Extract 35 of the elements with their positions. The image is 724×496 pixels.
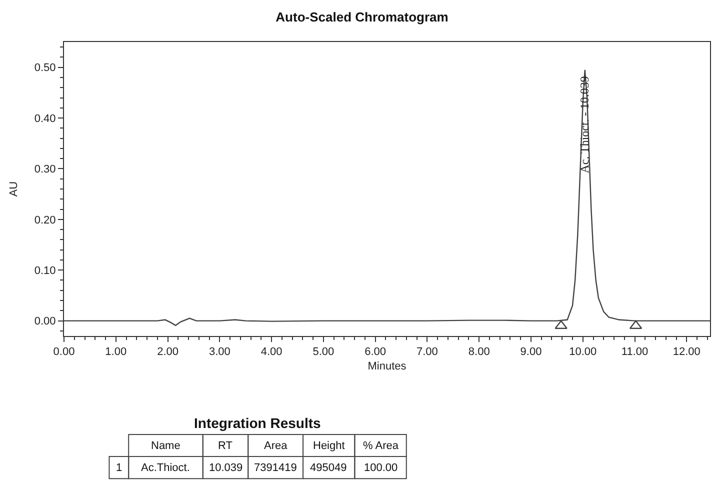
x-tick-label: 10.00 [569,346,597,358]
text: 495049 [310,462,347,474]
x-tick-label: 0.00 [53,346,75,358]
x-tick-label: 6.00 [364,346,386,358]
x-tick-label: 8.00 [468,346,490,358]
x-tick-label: 9.00 [520,346,542,358]
x-tick-label: 5.00 [312,346,334,358]
x-tick-label: 11.00 [621,346,648,358]
text: 100.00 [364,462,398,474]
y-tick-label: 0.20 [34,214,56,226]
y-tick-label: 0.40 [34,112,56,125]
annotation: Ac. Thioct. - 10.039 [578,76,592,174]
x-axis-title: Minutes [368,360,407,372]
y-tick-label: 0.00 [34,316,56,328]
y-tick-label: 0.50 [34,62,56,74]
y-tick-label: 0.10 [34,264,56,277]
text: 1 [116,462,122,474]
x-tick-label: 3.00 [208,346,230,358]
x-tick-label: 12.00 [672,346,700,358]
text: Name [151,440,180,452]
text: Integration Results [194,415,322,431]
x-tick-label: 4.00 [260,346,282,358]
text: Ac.Thioct. [141,462,190,474]
x-tick-label: 7.00 [416,346,438,358]
chart-title: Auto-Scaled Chromatogram [276,10,448,24]
text: Height [313,440,345,452]
x-tick-label: 2.00 [157,346,178,358]
y-tick-label: 0.30 [34,164,56,176]
text: Area [264,440,288,452]
text: 7391419 [254,462,297,474]
text: RT [218,440,233,452]
text: 10.039 [209,462,243,474]
text: % Area [363,440,400,452]
x-tick-label: 1.00 [105,346,127,358]
y-axis-title: AU [8,181,20,197]
